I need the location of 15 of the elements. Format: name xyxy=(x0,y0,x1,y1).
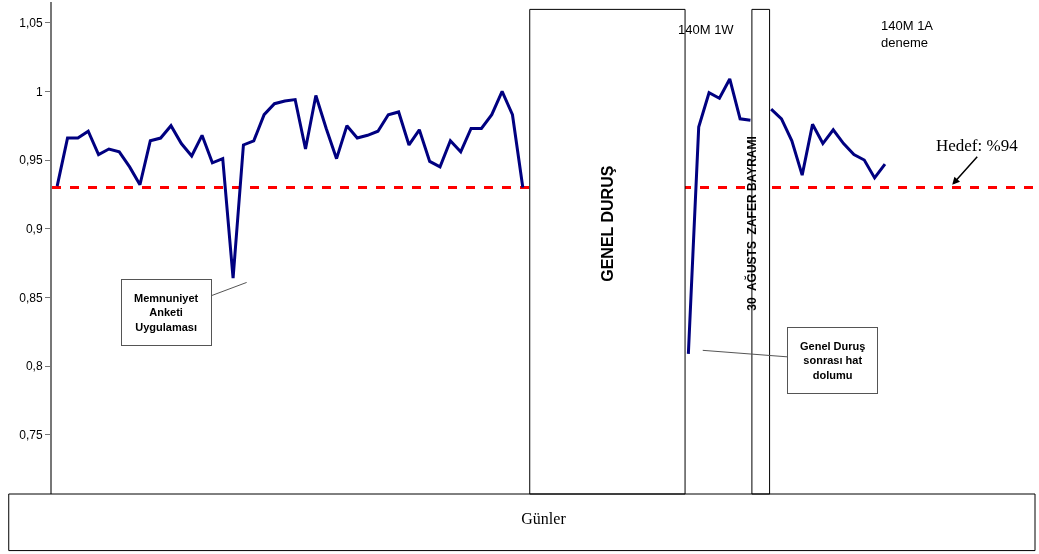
annotation: Memnuniyet Anketi Uygulaması xyxy=(134,292,199,333)
annotation: 140M 1A deneme xyxy=(881,18,934,50)
y-tick-label: 0,75 xyxy=(19,428,43,443)
annotation: Genel Duruş sonrası hat dolumu xyxy=(800,340,866,381)
x-axis-title: Günler xyxy=(521,509,567,527)
annotation: 30 AĞUSTS ZAFER BAYRAMI xyxy=(743,136,759,311)
y-tick-label: 0,85 xyxy=(19,290,43,305)
y-tick-label: 0,9 xyxy=(25,221,43,236)
y-tick-label: 1 xyxy=(35,84,43,99)
ref-line-label: Hedef: %94 xyxy=(936,136,1019,155)
annotation: 140M 1W xyxy=(678,22,735,37)
y-tick-label: 1,05 xyxy=(19,15,43,30)
y-tick-label: 0,8 xyxy=(25,359,43,374)
annotation: GENEL DURUŞ xyxy=(598,165,616,282)
y-tick-label: 0,95 xyxy=(19,153,43,168)
